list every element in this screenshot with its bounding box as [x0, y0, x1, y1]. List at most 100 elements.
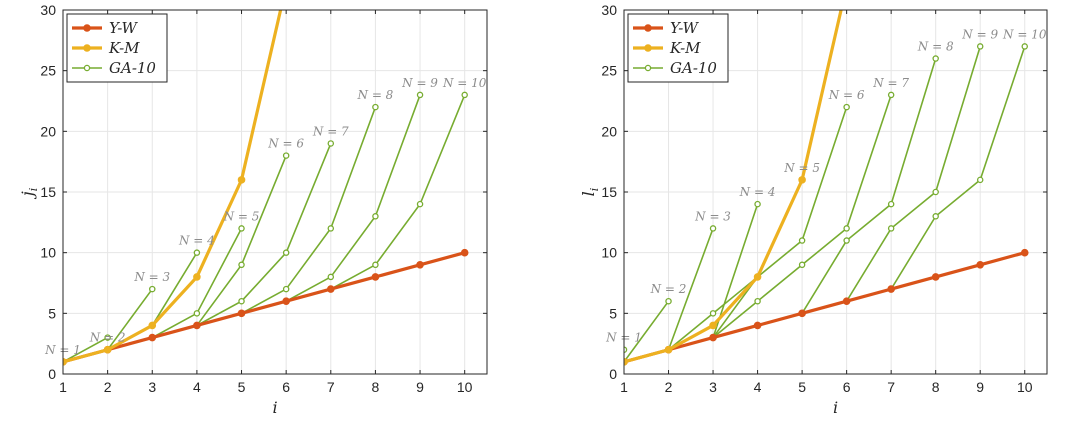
y-tick-label: 20 — [601, 123, 617, 139]
legend-marker — [644, 64, 652, 72]
yw-point — [753, 321, 762, 330]
yw-point — [976, 261, 985, 269]
y-tick-label: 25 — [40, 63, 56, 79]
n-label: N = 7 — [312, 124, 349, 138]
x-tick-label: 10 — [1017, 379, 1033, 395]
y-tick-label: 0 — [48, 366, 56, 382]
n-label: N = 6 — [828, 88, 865, 102]
yw-point — [887, 285, 895, 293]
yw-point — [798, 309, 806, 318]
ga10-point — [887, 225, 895, 232]
n-label: N = 7 — [872, 76, 909, 90]
ga10-point — [932, 55, 939, 62]
km-line — [624, 10, 843, 364]
ga10-point — [798, 237, 806, 244]
ga10-point — [932, 188, 939, 196]
ga10-point — [104, 334, 111, 341]
x-tick-label: 7 — [327, 379, 335, 395]
n-label: N = 6 — [267, 137, 304, 151]
ga10-point — [372, 213, 379, 220]
ga10-point — [754, 297, 761, 305]
y-tick-label: 0 — [609, 366, 617, 382]
ga10-point — [798, 261, 806, 269]
n-label: N = 3 — [133, 270, 170, 284]
y-tick-label: 10 — [40, 245, 56, 261]
y-axis-label: ji — [18, 188, 40, 200]
legend-marker — [644, 24, 652, 32]
x-tick-label: 5 — [238, 379, 246, 395]
ticks: 1 2 3 4 5 6 7 8 9 10 0 5 10 15 20 25 30 — [40, 2, 487, 395]
x-tick-label: 2 — [665, 379, 673, 395]
ga10-point — [843, 103, 850, 111]
ga10-point — [932, 213, 939, 220]
legend: Y-W K-M GA-10 — [627, 13, 729, 83]
x-tick-label: 9 — [416, 379, 424, 395]
x-tick-label: 2 — [104, 379, 112, 395]
x-tick-label: 1 — [620, 379, 628, 395]
ga10-point — [709, 225, 717, 232]
ga10-point — [976, 43, 984, 50]
ga10-point — [416, 200, 424, 208]
y-tick-label: 25 — [601, 63, 617, 79]
ga10-point — [327, 225, 335, 232]
n-label: N = 2 — [89, 331, 126, 345]
yw-point — [416, 261, 424, 269]
n-label: N = 2 — [650, 282, 687, 296]
y-tick-label: 5 — [48, 305, 56, 321]
ga10-point — [193, 249, 201, 256]
legend-label: Y-W — [109, 19, 139, 37]
x-tick-label: 5 — [798, 379, 806, 395]
x-tick-label: 1 — [59, 379, 67, 395]
n-label: N = 3 — [694, 209, 731, 223]
ticks: 1 2 3 4 5 6 7 8 9 10 0 5 10 15 20 25 30 — [601, 2, 1047, 395]
ga10-point — [843, 237, 850, 244]
ga10-point — [282, 249, 290, 256]
legend-marker — [83, 44, 91, 52]
x-tick-label: 4 — [754, 379, 762, 395]
y-tick-label: 15 — [601, 184, 617, 200]
n-label: N = 8 — [917, 40, 954, 54]
yw-line — [624, 251, 1026, 364]
yw-point — [931, 273, 940, 281]
legend: Y-W K-M GA-10 — [66, 13, 168, 83]
y-tick-label: 10 — [601, 245, 617, 261]
ga10-point — [282, 152, 290, 159]
x-tick-label: 6 — [843, 379, 851, 395]
yw-point — [371, 273, 380, 281]
km-point — [624, 358, 628, 366]
km-point — [709, 321, 717, 330]
ga10-point — [238, 261, 245, 269]
ga10-point — [327, 273, 335, 281]
yw-point — [1020, 248, 1029, 257]
n-label: N = 5 — [223, 209, 260, 223]
yw-line — [63, 251, 466, 364]
x-tick-label: 8 — [372, 379, 380, 395]
yw-point — [282, 297, 290, 306]
ga10-point — [282, 285, 290, 293]
yw-point — [842, 297, 851, 306]
n-labels: N = 1N = 2N = 3N = 4N = 5N = 6N = 7N = 8… — [44, 76, 487, 357]
y-tick-label: 15 — [40, 184, 56, 200]
ga10-point — [461, 91, 468, 99]
ga10-line-N=2 — [624, 300, 670, 363]
ga10-point — [372, 103, 379, 111]
n-label: N = 5 — [783, 161, 820, 175]
ga10-point — [709, 310, 717, 317]
n-label: N = 9 — [401, 76, 438, 90]
yw-point — [237, 309, 246, 318]
x-tick-label: 7 — [887, 379, 895, 395]
x-axis-label: i — [272, 398, 277, 417]
km-point — [237, 176, 246, 184]
yw-point — [193, 321, 201, 330]
x-axis-label: i — [833, 398, 838, 417]
ga10-point — [416, 91, 424, 99]
x-tick-label: 8 — [932, 379, 940, 395]
y-tick-label: 20 — [40, 123, 56, 139]
data-layer — [63, 10, 469, 366]
ga10-point — [976, 176, 984, 184]
yw-point — [709, 333, 717, 342]
n-label: N = 8 — [357, 88, 394, 102]
y-tick-label: 5 — [609, 305, 617, 321]
n-label: N = 4 — [739, 185, 776, 199]
